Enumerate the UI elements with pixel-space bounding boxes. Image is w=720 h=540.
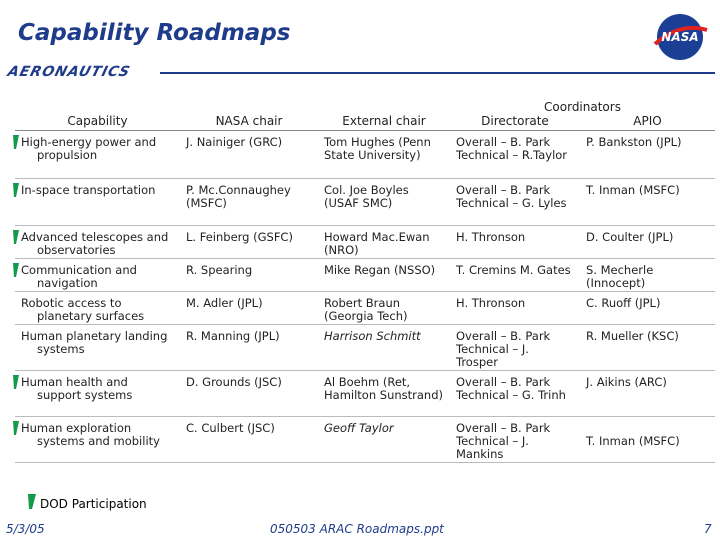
table-cell: Overall – B. Park Technical – G. Lyles bbox=[456, 183, 567, 210]
column-header: APIO bbox=[633, 114, 662, 128]
row-rule bbox=[15, 258, 715, 259]
table-cell: C. Ruoff (JPL) bbox=[586, 296, 661, 310]
page-number: 7 bbox=[704, 522, 712, 536]
table-cell: J. Aikins (ARC) bbox=[586, 375, 667, 389]
footer-file: 050503 ARAC Roadmaps.ppt bbox=[270, 522, 444, 536]
dod-marker bbox=[28, 494, 36, 509]
dod-marker bbox=[13, 375, 19, 389]
table-cell: R. Manning (JPL) bbox=[186, 329, 280, 343]
row-rule bbox=[15, 370, 715, 371]
row-rule bbox=[15, 178, 715, 179]
nasa-logo-text: NASA bbox=[661, 30, 698, 44]
table-cell: Al Boehm (Ret, Hamilton Sunstrand) bbox=[324, 375, 444, 402]
column-header: Directorate bbox=[481, 114, 549, 128]
capability-cell: Human health and support systems bbox=[21, 375, 133, 402]
table-cell: Harrison Schmitt bbox=[324, 329, 421, 343]
legend-label: DOD Participation bbox=[40, 497, 147, 511]
column-header: NASA chair bbox=[215, 114, 283, 128]
slide-title: Capability Roadmaps bbox=[18, 20, 291, 46]
row-rule bbox=[15, 416, 715, 417]
table-cell: T. Cremins M. Gates bbox=[456, 263, 571, 277]
column-header: External chair bbox=[342, 114, 426, 128]
capability-cell: Human exploration systems and mobility bbox=[21, 421, 160, 448]
footer-date: 5/3/05 bbox=[6, 522, 45, 536]
row-rule bbox=[15, 324, 715, 325]
nasa-logo: NASA bbox=[653, 14, 708, 60]
capability-cell: Communication and navigation bbox=[21, 263, 137, 290]
table-cell: Tom Hughes (Penn State University) bbox=[324, 135, 431, 162]
header-rule bbox=[160, 72, 715, 74]
table-cell: Col. Joe Boyles (USAF SMC) bbox=[324, 183, 409, 210]
table-cell: Howard Mac.Ewan (NRO) bbox=[324, 230, 430, 257]
table-cell: T. Inman (MSFC) bbox=[586, 434, 680, 448]
table-cell: P. Mc.Connaughey (MSFC) bbox=[186, 183, 291, 210]
table-cell: R. Mueller (KSC) bbox=[586, 329, 679, 343]
header-rule bbox=[15, 130, 715, 131]
table-cell: Overall – B. Park Technical – J. Trosper bbox=[456, 329, 551, 369]
column-header: Capability bbox=[67, 114, 128, 128]
table-cell: Overall – B. Park Technical – J. Mankins bbox=[456, 421, 551, 461]
capability-cell: Robotic access to planetary surfaces bbox=[21, 296, 145, 323]
table-cell: Overall – B. Park Technical – G. Trinh bbox=[456, 375, 566, 402]
group-header: Coordinators bbox=[544, 100, 621, 114]
table-cell: H. Thronson bbox=[456, 296, 526, 310]
aeronautics-logo: AERONAUTICS bbox=[5, 64, 133, 80]
table-cell: C. Culbert (JSC) bbox=[186, 421, 275, 435]
table-cell: Geoff Taylor bbox=[324, 421, 394, 435]
dod-marker bbox=[13, 135, 19, 149]
row-rule bbox=[15, 291, 715, 292]
table-cell: P. Bankston (JPL) bbox=[586, 135, 682, 149]
table-cell: J. Nainiger (GRC) bbox=[186, 135, 283, 149]
table-cell: S. Mecherle (Innocept) bbox=[586, 263, 654, 290]
table-cell: Overall – B. Park Technical – R.Taylor bbox=[456, 135, 568, 162]
row-rule bbox=[15, 462, 715, 463]
capability-cell: High-energy power and propulsion bbox=[21, 135, 157, 162]
table-cell: M. Adler (JPL) bbox=[186, 296, 263, 310]
dod-marker bbox=[13, 183, 19, 197]
table-cell: T. Inman (MSFC) bbox=[586, 183, 680, 197]
capability-cell: In-space transportation bbox=[21, 183, 156, 197]
table-cell: H. Thronson bbox=[456, 230, 526, 244]
capability-cell: Advanced telescopes and observatories bbox=[21, 230, 169, 257]
table-cell: Mike Regan (NSSO) bbox=[324, 263, 436, 277]
row-rule bbox=[15, 225, 715, 226]
table-cell: Robert Braun (Georgia Tech) bbox=[324, 296, 408, 323]
dod-marker bbox=[13, 263, 19, 277]
table-cell: R. Spearing bbox=[186, 263, 253, 277]
table-cell: L. Feinberg (GSFC) bbox=[186, 230, 293, 244]
table-cell: D. Coulter (JPL) bbox=[586, 230, 674, 244]
table-cell: D. Grounds (JSC) bbox=[186, 375, 282, 389]
dod-marker bbox=[13, 421, 19, 435]
capability-cell: Human planetary landing systems bbox=[21, 329, 168, 356]
dod-marker bbox=[13, 230, 19, 244]
